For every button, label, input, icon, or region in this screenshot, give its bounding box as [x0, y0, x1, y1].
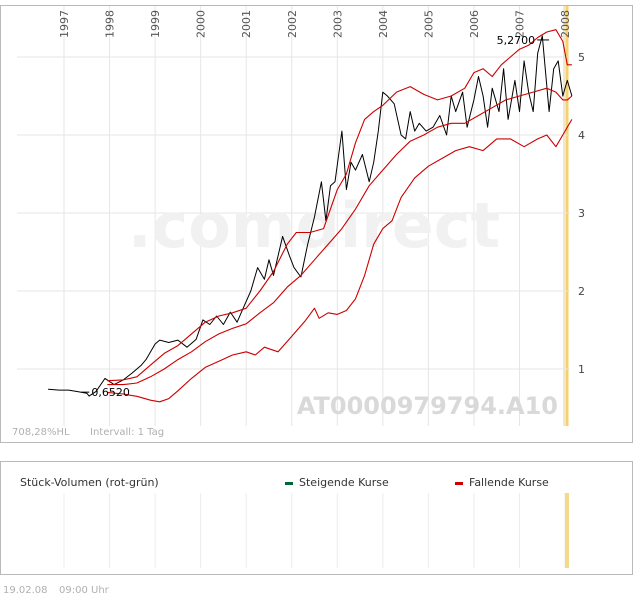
x-tick-label: 2004 [377, 10, 390, 38]
legend-up-label: Steigende Kurse [299, 476, 389, 489]
x-tick-labels: 1997 1998 1999 2000 2001 2002 2003 2004 2005 2006… [58, 10, 572, 38]
x-tick-label: 2008 [559, 10, 572, 38]
x-tick-label: 1997 [58, 10, 71, 38]
x-tick-label: 2000 [195, 10, 208, 38]
middle-band-line [107, 87, 573, 386]
annotation-label: 5,2700 [497, 34, 536, 47]
x-tick-label: 2002 [286, 10, 299, 38]
percent-label: 708,28%HL [12, 427, 70, 438]
y-tick-label: 2 [578, 285, 585, 298]
watermark: .comdirect [128, 189, 500, 262]
x-tick-label: 2006 [468, 10, 481, 38]
x-tick-label: 2005 [422, 10, 435, 38]
y-tick-label: 4 [578, 129, 585, 142]
series-lines [48, 29, 573, 403]
footer-date: 19.02.08 [3, 585, 48, 596]
y-tick-labels: 1 2 3 4 5 [578, 51, 585, 376]
legend-down-swatch [455, 482, 463, 485]
interval-label: Intervall: 1 Tag [90, 427, 164, 438]
grid [17, 6, 570, 426]
main-chart-frame [0, 5, 633, 443]
y-tick-label: 5 [578, 51, 585, 64]
current-period-strip-edge [566, 6, 568, 426]
annotations: 5,2700 0,6520 [81, 34, 550, 399]
y-tick-label: 3 [578, 207, 585, 220]
lower-band-line [107, 119, 573, 403]
x-tick-label: 2003 [331, 10, 344, 38]
footer-time: 09:00 Uhr [59, 585, 110, 596]
legend-down-label: Fallende Kurse [469, 476, 549, 489]
volume-panel-frame [0, 461, 633, 575]
x-tick-label: 1998 [104, 10, 117, 38]
y-tick-label: 1 [578, 363, 585, 376]
volume-current-strip [565, 493, 569, 568]
price-line [48, 35, 573, 397]
annotation-label: 0,6520 [91, 386, 130, 399]
volume-title: Stück-Volumen (rot-grün) [20, 476, 159, 489]
x-tick-label: 2001 [240, 10, 253, 38]
x-tick-label: 1999 [149, 10, 162, 38]
legend-up-swatch [285, 482, 293, 485]
x-tick-label: 2007 [514, 10, 527, 38]
upper-band-line [107, 29, 572, 382]
isin-label: AT0000979794.A10 [297, 392, 558, 420]
